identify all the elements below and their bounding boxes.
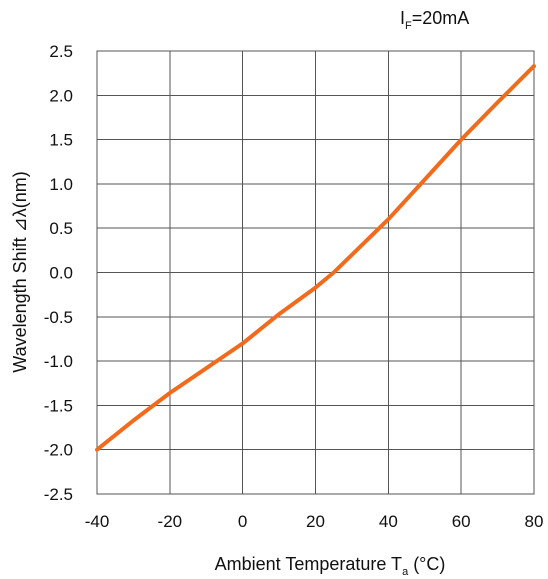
y-tick-label: 0.5 (49, 219, 73, 238)
x-tick-label: -20 (158, 512, 183, 531)
y-tick-label: -2.5 (44, 485, 73, 504)
x-axis-label: Ambient Temperature Ta (°C) (215, 554, 446, 578)
y-tick-label: -1.5 (44, 396, 73, 415)
x-tick-label: -40 (85, 512, 110, 531)
x-tick-label: 80 (525, 512, 544, 531)
x-tick-label: 0 (238, 512, 247, 531)
wavelength-shift-line (95, 64, 536, 452)
y-tick-labels: -2.5 -2.0 -1.5 -1.0 -0.5 0.0 0.5 1.0 1.5 2.0 2.5 (44, 42, 73, 504)
y-tick-label: -1.0 (44, 352, 73, 371)
annotation-main: I (400, 8, 405, 28)
x-axis-label-sub: a (402, 566, 409, 578)
y-tick-label: 1.5 (49, 131, 73, 150)
grid (96, 50, 535, 495)
x-axis-label-main: Ambient Temperature T (215, 554, 402, 574)
x-tick-labels: -40 -20 0 20 40 60 80 (85, 512, 544, 531)
y-axis-label: Wavelength Shift ⊿λ(nm) (10, 171, 30, 372)
annotation-rest: =20mA (412, 8, 470, 28)
x-tick-label: 20 (306, 512, 325, 531)
y-tick-label: 0.0 (49, 264, 73, 283)
y-tick-label: 2.0 (49, 86, 73, 105)
annotation-sub: F (405, 20, 412, 32)
y-tick-label: -0.5 (44, 308, 73, 327)
plot-frame (96, 50, 535, 495)
y-tick-label: 2.5 (49, 42, 73, 61)
y-tick-label: 1.0 (49, 175, 73, 194)
current-annotation: IF=20mA (400, 8, 469, 32)
series-layer (95, 64, 536, 452)
y-tick-label: -2.0 (44, 441, 73, 460)
x-axis-label-rest: (°C) (408, 554, 445, 574)
x-tick-label: 60 (452, 512, 471, 531)
x-tick-label: 40 (379, 512, 398, 531)
